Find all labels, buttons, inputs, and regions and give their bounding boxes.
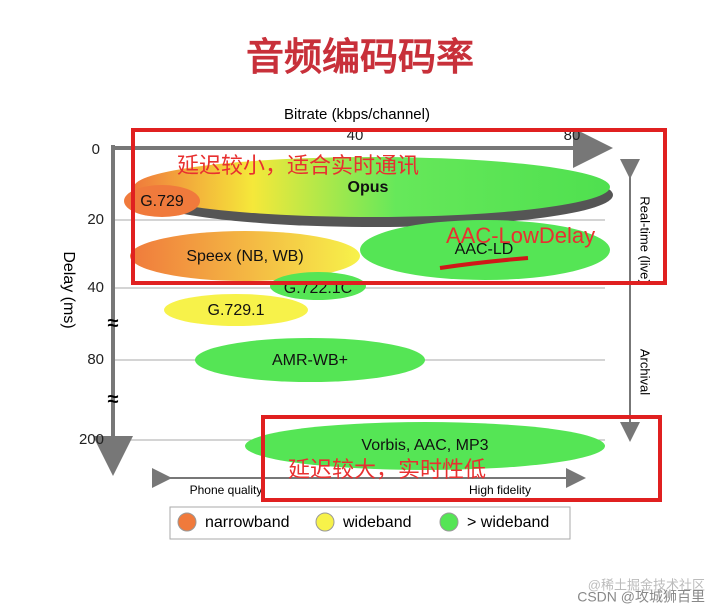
highlight-box — [131, 128, 667, 285]
g7221c-region — [270, 272, 366, 300]
y-axis-label: Delay (ms) — [60, 251, 77, 328]
x-axis-label: Bitrate (kbps/channel) — [284, 106, 430, 123]
y-tick-label: 20 — [87, 211, 104, 228]
annotation: AAC-LowDelay — [446, 223, 595, 248]
legend-label: narrowband — [205, 514, 290, 531]
legend-swatch — [315, 512, 335, 532]
amrwb-region — [195, 338, 425, 382]
annotation: 延迟较小，适合实时通讯 — [177, 153, 419, 178]
aacld-region — [360, 220, 610, 280]
y-tick-label: 0 — [92, 141, 100, 158]
legend-label: > wideband — [467, 514, 549, 531]
y-tick-label: 80 — [87, 351, 104, 368]
codec-label: AAC-LD — [455, 241, 514, 258]
legend-swatch — [177, 512, 197, 532]
highlight-box — [261, 415, 662, 502]
g729-region — [124, 185, 200, 217]
legend: narrowband wideband > wideband — [169, 506, 571, 540]
g7291-region — [164, 294, 308, 326]
codec-label: AMR-WB+ — [272, 352, 348, 369]
annotation: 延迟较大，实时性低 — [288, 457, 486, 482]
speex-region — [130, 231, 360, 281]
watermark: @稀土掘金技术社区 — [588, 577, 705, 592]
codec-label: G.729.1 — [208, 302, 265, 319]
codec-label: Opus — [348, 179, 389, 196]
vorbis-region — [245, 422, 605, 470]
codec-label: G.729 — [140, 193, 184, 210]
legend-box — [169, 506, 571, 540]
title: 音频编码码率 — [246, 37, 474, 79]
side-label: Real-time (live) — [638, 196, 653, 283]
legend-swatch — [439, 512, 459, 532]
quality-label: Phone quality — [190, 483, 263, 497]
quality-label: High fidelity — [469, 483, 531, 497]
legend-label: wideband — [342, 514, 412, 531]
axis-break: ≈ — [108, 312, 119, 334]
side-label: Archival — [638, 349, 653, 395]
watermark: CSDN @攻城狮百里 — [577, 589, 705, 605]
axis-break: ≈ — [108, 388, 119, 410]
y-tick-label: 40 — [87, 279, 104, 296]
underline — [439, 256, 529, 270]
codec-label: Speex (NB, WB) — [186, 248, 303, 265]
codec-label: Vorbis, AAC, MP3 — [361, 437, 488, 454]
y-tick-label: 200 — [79, 431, 104, 448]
opus-region — [134, 157, 610, 217]
